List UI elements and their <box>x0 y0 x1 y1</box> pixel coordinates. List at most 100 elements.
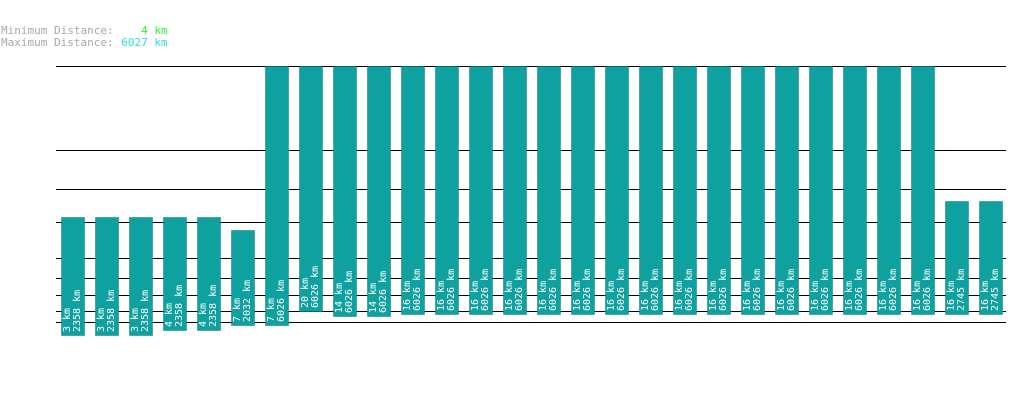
bar <box>265 66 289 326</box>
bar-group: 16 km 6026 km <box>673 66 697 315</box>
bar-group: 7 km 2032 km <box>231 230 255 326</box>
bar <box>639 66 663 315</box>
bar <box>367 66 391 317</box>
bar <box>197 217 221 331</box>
bar-label-max: 6026 km <box>582 269 593 311</box>
bar <box>537 66 561 315</box>
bar <box>945 201 969 315</box>
bar-label-max: 2745 km <box>990 269 1001 311</box>
bar-label-max: 6026 km <box>752 269 763 311</box>
bar <box>95 217 119 336</box>
bar <box>333 66 357 317</box>
bar-group: 16 km 6026 km <box>469 66 493 315</box>
minimum-distance-row: Minimum Distance: 4 km <box>1 25 168 37</box>
bar-label-max: 6026 km <box>480 269 491 311</box>
bar <box>775 66 799 315</box>
bar-label-max: 2358 km <box>208 285 219 327</box>
bar <box>163 217 187 331</box>
bar-group: 16 km 6026 km <box>435 66 459 315</box>
bar-group: 16 km 6026 km <box>911 66 935 315</box>
bar-label-min: 14 km <box>368 283 379 313</box>
bar-label-min: 16 km <box>980 281 991 311</box>
bar-label-min: 16 km <box>776 281 787 311</box>
bar-label-min: 16 km <box>606 281 617 311</box>
minimum-distance-label: Minimum Distance: <box>1 24 114 37</box>
bar-label-min: 20 km <box>300 278 311 308</box>
bar-label-max: 6026 km <box>310 266 321 308</box>
bar-label-min: 7 km <box>266 298 277 322</box>
bar-group: 16 km 6026 km <box>707 66 731 315</box>
bar-label-min: 16 km <box>878 281 889 311</box>
bar-group: 7 km 6026 km <box>265 66 289 326</box>
bar <box>741 66 765 315</box>
bar-group: 16 km 6026 km <box>809 66 833 315</box>
bar-label-max: 6026 km <box>684 269 695 311</box>
bar <box>911 66 935 315</box>
bar-label-max: 6026 km <box>446 269 457 311</box>
bar-label-max: 6026 km <box>514 269 525 311</box>
bar-label-min: 7 km <box>232 298 243 322</box>
bar-label-min: 4 km <box>164 303 175 327</box>
bar <box>503 66 527 315</box>
bar <box>299 66 323 312</box>
bar <box>809 66 833 315</box>
bar-group: 16 km 6026 km <box>537 66 561 315</box>
bar-group: 16 km 6026 km <box>605 66 629 315</box>
bar-group: 16 km 6026 km <box>741 66 765 315</box>
bar-group: 14 km 6026 km <box>333 66 357 317</box>
bar-label-max: 2358 km <box>72 290 83 332</box>
bar-label-min: 16 km <box>708 281 719 311</box>
bar-group: 3 km 2358 km <box>129 217 153 336</box>
bar <box>843 66 867 315</box>
bar <box>707 66 731 315</box>
bar <box>129 217 153 336</box>
bar-label-min: 3 km <box>96 308 107 332</box>
bar-group: 16 km 6026 km <box>877 66 901 315</box>
bar <box>605 66 629 315</box>
bar-label-max: 6026 km <box>820 269 831 311</box>
bar-label-max: 6026 km <box>718 269 729 311</box>
bar-label-max: 6026 km <box>922 269 933 311</box>
bar-label-max: 2358 km <box>174 285 185 327</box>
bar-label-max: 6026 km <box>616 269 627 311</box>
bar <box>979 201 1003 315</box>
bar-group: 16 km 2745 km <box>945 201 969 315</box>
bar <box>469 66 493 315</box>
bar-label-min: 16 km <box>572 281 583 311</box>
bar-label-min: 16 km <box>674 281 685 311</box>
bar-group: 16 km 6026 km <box>401 66 425 315</box>
bar-label-min: 16 km <box>538 281 549 311</box>
bar-label-min: 16 km <box>742 281 753 311</box>
bar-label-max: 6026 km <box>786 269 797 311</box>
bar-group: 14 km 6026 km <box>367 66 391 317</box>
maximum-distance-label: Maximum Distance: <box>1 36 114 49</box>
bar-label-min: 16 km <box>402 281 413 311</box>
bar-label-min: 3 km <box>62 308 73 332</box>
maximum-distance-row: Maximum Distance: 6027 km <box>1 37 168 49</box>
bar-group: 16 km 2745 km <box>979 201 1003 315</box>
bar-label-max: 6026 km <box>412 269 423 311</box>
bar-label-max: 6026 km <box>854 269 865 311</box>
bar-label-min: 14 km <box>334 283 345 313</box>
bar-label-min: 16 km <box>946 281 957 311</box>
bar-label-min: 16 km <box>436 281 447 311</box>
bar-label-max: 6026 km <box>650 269 661 311</box>
bar-label-max: 2032 km <box>242 280 253 322</box>
bar <box>401 66 425 315</box>
maximum-distance-value: 6027 km <box>121 36 168 49</box>
bar-label-min: 4 km <box>198 303 209 327</box>
bar-group: 16 km 6026 km <box>503 66 527 315</box>
bar-label-max: 6026 km <box>344 271 355 313</box>
bar <box>231 230 255 326</box>
bar-label-max: 2358 km <box>106 290 117 332</box>
bar-label-max: 6026 km <box>548 269 559 311</box>
bar-label-min: 16 km <box>844 281 855 311</box>
bar <box>571 66 595 315</box>
bar-label-min: 16 km <box>912 281 923 311</box>
bar-group: 3 km 2358 km <box>61 217 85 336</box>
bar-label-max: 6026 km <box>276 280 287 322</box>
bar-group: 3 km 2358 km <box>95 217 119 336</box>
bar-label-max: 2358 km <box>140 290 151 332</box>
bar-label-min: 16 km <box>810 281 821 311</box>
